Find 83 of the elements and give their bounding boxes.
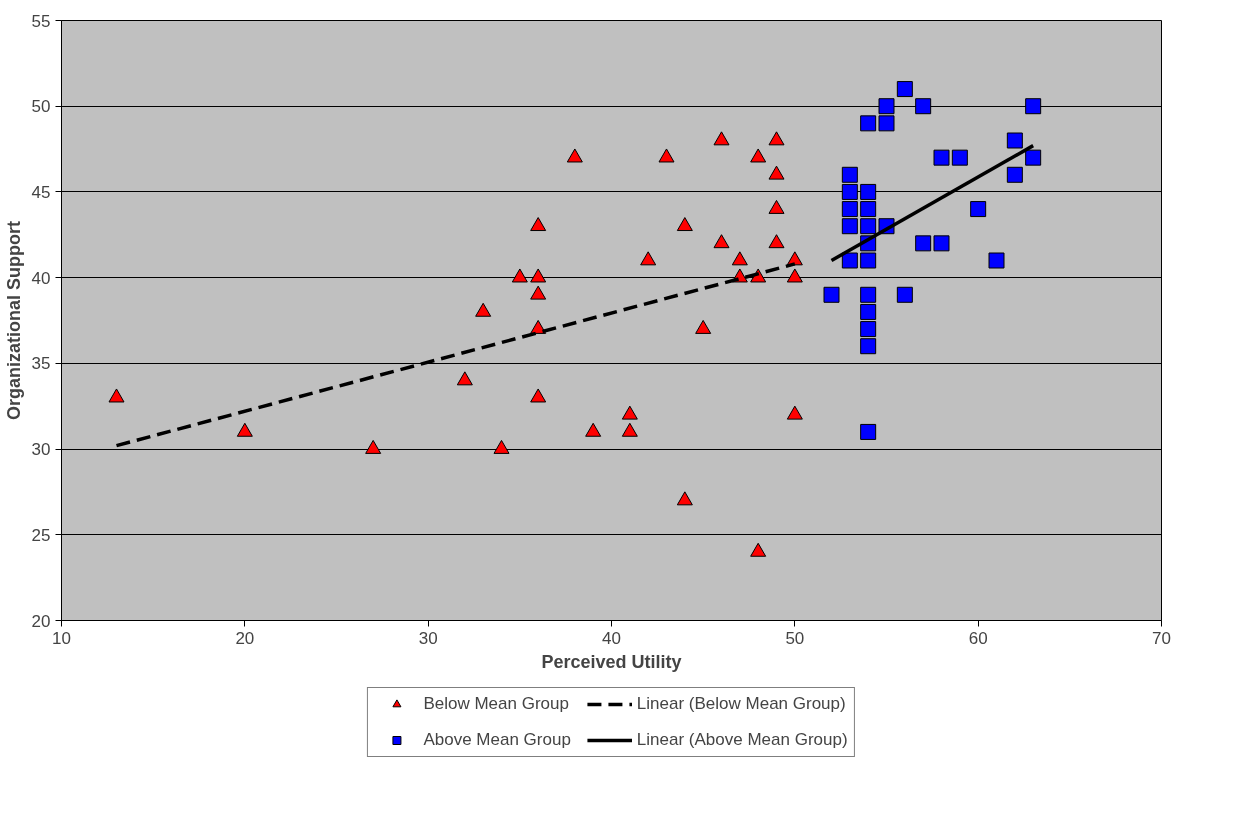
point — [841, 166, 858, 183]
y-tick-label: 30 — [31, 440, 51, 460]
point — [511, 268, 528, 283]
legend-label: Above Mean Group — [423, 729, 571, 750]
x-tick-label: 20 — [235, 628, 255, 648]
point — [456, 371, 473, 386]
y-tick-label: 35 — [31, 354, 51, 374]
point — [896, 81, 913, 98]
point — [1025, 98, 1042, 115]
point — [530, 285, 547, 300]
legend-label: Linear (Below Mean Group) — [636, 693, 846, 714]
point — [621, 422, 638, 437]
point — [768, 199, 785, 214]
legend-label: Linear (Above Mean Group) — [636, 729, 848, 750]
point — [841, 252, 858, 269]
point — [493, 439, 510, 454]
point — [860, 252, 877, 269]
y-tick-label: 50 — [31, 97, 51, 117]
point — [915, 98, 932, 115]
x-tick-label: 60 — [968, 628, 988, 648]
point — [236, 422, 253, 437]
point — [933, 149, 950, 166]
point — [896, 286, 913, 303]
point — [841, 201, 858, 218]
point — [878, 115, 895, 132]
point — [1025, 149, 1042, 166]
point — [108, 388, 125, 403]
x-tick-label: 10 — [52, 628, 71, 648]
point — [1006, 132, 1023, 149]
point — [823, 286, 840, 303]
point — [713, 131, 730, 146]
point — [860, 183, 877, 200]
point — [768, 131, 785, 146]
point — [786, 405, 803, 420]
point — [530, 268, 547, 283]
y-tick-label: 20 — [31, 611, 51, 631]
point — [640, 251, 657, 266]
point — [695, 319, 712, 334]
point — [731, 251, 748, 266]
point — [750, 542, 767, 557]
x-tick-label: 70 — [1152, 628, 1171, 648]
y-tick-label: 40 — [31, 268, 51, 288]
x-tick-label: 30 — [418, 628, 438, 648]
point — [878, 98, 895, 115]
point — [988, 252, 1005, 269]
point — [860, 321, 877, 338]
point — [841, 183, 858, 200]
point — [768, 165, 785, 180]
point — [750, 148, 767, 163]
point — [365, 439, 382, 454]
legend-label: Below Mean Group — [423, 693, 569, 714]
point — [933, 235, 950, 252]
point — [530, 217, 547, 232]
point — [475, 302, 492, 317]
point — [970, 201, 987, 218]
point — [566, 148, 583, 163]
point — [860, 286, 877, 303]
point — [530, 388, 547, 403]
point — [915, 235, 932, 252]
y-tick-label: 25 — [31, 525, 51, 545]
x-tick-label: 50 — [785, 628, 805, 648]
point — [768, 234, 785, 249]
point — [860, 303, 877, 320]
y-tick-label: 45 — [31, 182, 51, 202]
point — [860, 423, 877, 440]
y-tick-label: 55 — [31, 11, 51, 31]
point — [860, 338, 877, 355]
point — [841, 218, 858, 235]
point — [860, 218, 877, 235]
point — [585, 422, 602, 437]
point — [676, 217, 693, 232]
x-axis-title: Perceived Utility — [541, 651, 682, 672]
point — [621, 405, 638, 420]
point — [786, 268, 803, 283]
point — [1006, 166, 1023, 183]
point — [713, 234, 730, 249]
point — [860, 115, 877, 132]
point — [658, 148, 675, 163]
point — [860, 201, 877, 218]
point — [951, 149, 968, 166]
point — [676, 491, 693, 506]
x-tick-label: 40 — [602, 628, 621, 648]
y-axis-title: Organizational Support — [3, 220, 24, 420]
